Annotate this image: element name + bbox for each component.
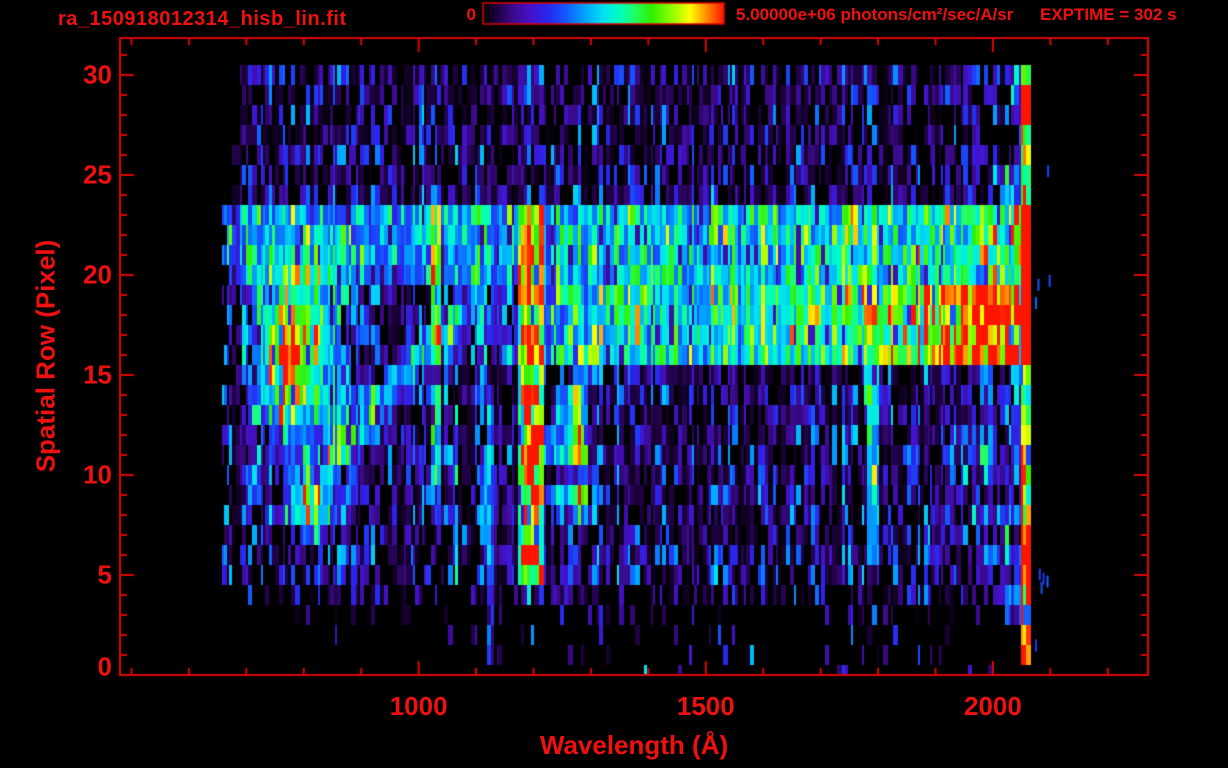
y-tick-label: 30 bbox=[83, 59, 112, 90]
filename-title: ra_150918012314_hisb_lin.fit bbox=[58, 8, 347, 30]
exptime-label: EXPTIME = 302 s bbox=[1040, 5, 1177, 24]
y-tick-label: 25 bbox=[83, 159, 112, 190]
x-tick-label: 1000 bbox=[389, 691, 448, 721]
colorbar-max-label: 5.00000e+06 photons/cm²/sec/A/sr bbox=[736, 5, 1014, 24]
y-tick-label: 20 bbox=[83, 259, 112, 290]
x-tick-label: 1500 bbox=[676, 691, 735, 721]
y-axis-title: Spatial Row (Pixel) bbox=[30, 239, 61, 473]
y-tick-label: 0 bbox=[97, 651, 112, 682]
colorbar-min-label: 0 bbox=[466, 5, 476, 24]
y-tick-label: 10 bbox=[83, 459, 112, 490]
y-tick-label: 5 bbox=[97, 559, 112, 590]
y-tick-label: 15 bbox=[83, 359, 112, 390]
x-axis-title: Wavelength (Å) bbox=[539, 730, 729, 760]
x-tick-label: 2000 bbox=[964, 691, 1022, 721]
